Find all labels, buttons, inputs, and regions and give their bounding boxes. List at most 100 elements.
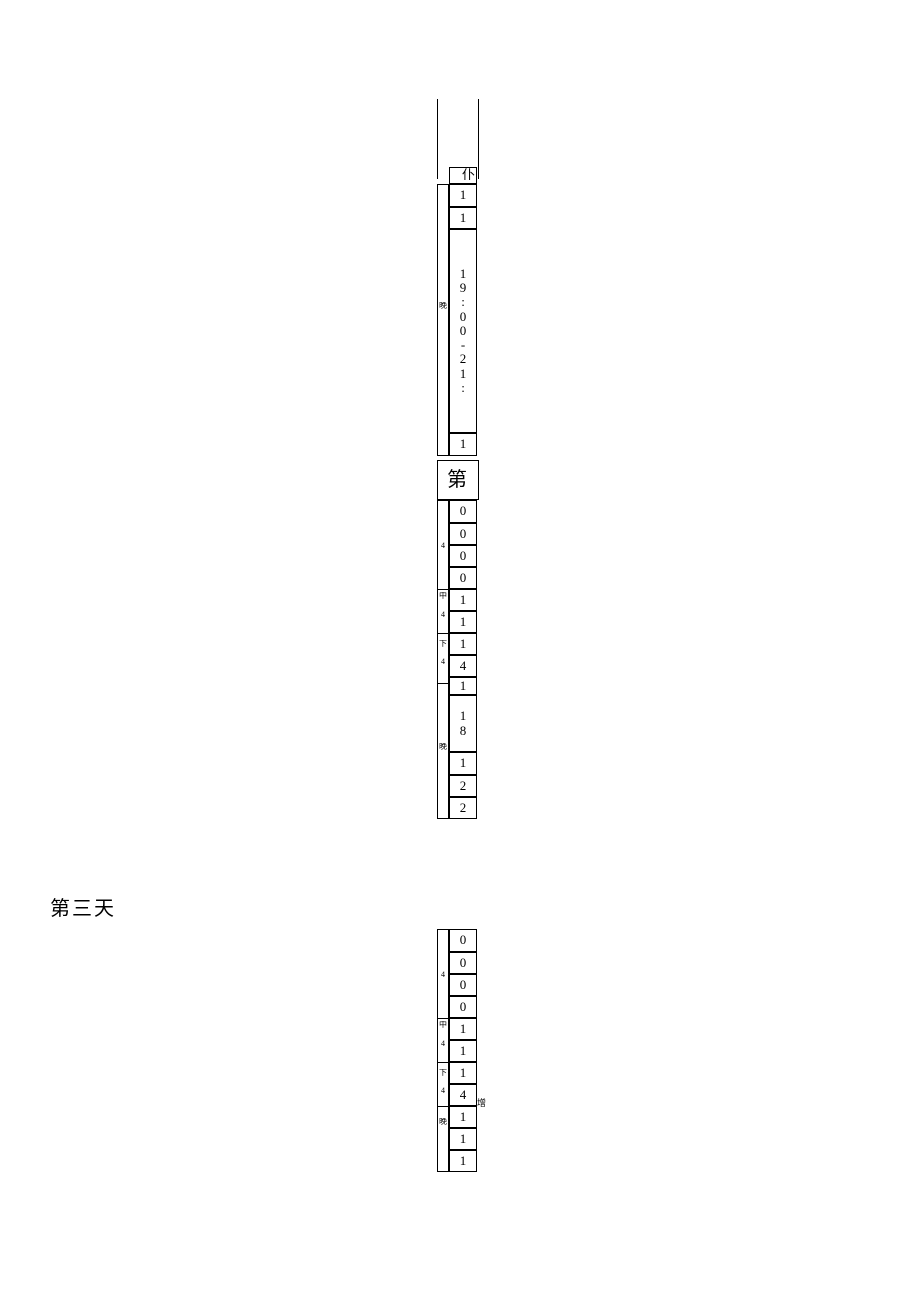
cell-text: 1 xyxy=(460,593,467,607)
section-b-r8: 4 xyxy=(449,655,477,677)
section-c-ll1: 4 xyxy=(437,971,449,979)
cell-text: 9 xyxy=(460,281,467,295)
section-b-ll3a: 下 xyxy=(437,640,449,648)
cell-text: 1 xyxy=(460,1044,467,1058)
cell-text: 0 xyxy=(460,956,467,970)
cell-text: 晚 xyxy=(439,743,447,751)
section-b-b3: 2 xyxy=(449,797,477,819)
cell-text: : xyxy=(461,381,465,395)
section-c-b2: 1 xyxy=(449,1128,477,1150)
cell-text: 4 xyxy=(460,1088,467,1102)
section-b-ll2a: 中 xyxy=(437,592,449,600)
cell-text: 1 xyxy=(460,1132,467,1146)
section-b-r7: 1 xyxy=(449,633,477,655)
cell-text: 4 xyxy=(441,971,445,979)
section-c-r7: 1 xyxy=(449,1062,477,1084)
section-c-r5: 1 xyxy=(449,1018,477,1040)
cell-text: 0 xyxy=(460,549,467,563)
section-a-tall: 1 9 : 0 0 - 2 1 : xyxy=(449,229,477,433)
section-c-tail: 增 xyxy=(477,1096,486,1109)
cell-text: 1 xyxy=(460,1066,467,1080)
cell-text: 1 xyxy=(460,709,467,723)
section-a-header: 仆 xyxy=(449,167,477,184)
cell-text: 1 xyxy=(460,367,467,381)
cell-text: 1 xyxy=(460,615,467,629)
section-b-r2: 0 xyxy=(449,523,477,545)
section-c-ll3b: 4 xyxy=(437,1087,449,1095)
cell-text: 中 xyxy=(439,592,447,600)
section-b-heading: 第 xyxy=(437,460,479,500)
section-c-r3: 0 xyxy=(449,974,477,996)
section-c-ll3a: 下 xyxy=(437,1069,449,1077)
cell-text: 1 xyxy=(460,437,467,451)
cell-text: 4 xyxy=(441,1087,445,1095)
section-c-b1: 1 xyxy=(449,1106,477,1128)
section-c-ll2b: 4 xyxy=(437,1040,449,1048)
section-b-r6: 1 xyxy=(449,611,477,633)
cell-text: 2 xyxy=(460,352,467,366)
section-b-r4: 0 xyxy=(449,567,477,589)
section-c-b3: 1 xyxy=(449,1150,477,1172)
cell-text: 4 xyxy=(460,659,467,673)
section-b-ll4: 晚 xyxy=(437,743,449,751)
section-b-ll3b: 4 xyxy=(437,658,449,666)
section-b-leftbar-4 xyxy=(437,683,449,819)
cell-text: 1 xyxy=(460,188,467,202)
section-b-b1: 1 xyxy=(449,752,477,775)
section-c-r2: 0 xyxy=(449,952,477,974)
day3-heading: 第三天 xyxy=(50,892,116,921)
cell-text: 中 xyxy=(439,1021,447,1029)
cell-text: 2 xyxy=(460,801,467,815)
cell-text: 4 xyxy=(441,1040,445,1048)
section-c-r8: 4 xyxy=(449,1084,477,1106)
section-b-ll2b: 4 xyxy=(437,611,449,619)
section-b-spacer: 1 xyxy=(449,677,477,695)
section-b-r3: 0 xyxy=(449,545,477,567)
cell-text: 下 xyxy=(439,640,447,648)
cell-text: 0 xyxy=(460,324,467,338)
cell-text: 0 xyxy=(460,527,467,541)
section-c-r4: 0 xyxy=(449,996,477,1018)
cell-text: 2 xyxy=(460,779,467,793)
cell-text: 晚 xyxy=(439,302,447,310)
cell-text: 晚 xyxy=(439,1118,447,1126)
cell-text: 1 xyxy=(460,1022,467,1036)
cell-text: 第 xyxy=(447,469,469,491)
section-c-leftbar-4 xyxy=(437,1106,449,1172)
cell-text: 1 xyxy=(460,1154,467,1168)
section-c-r1: 0 xyxy=(449,929,477,952)
cell-text: 1 xyxy=(460,267,467,281)
section-b-b2: 2 xyxy=(449,775,477,797)
cell-text: 8 xyxy=(460,724,467,738)
cell-text: 1 xyxy=(460,637,467,651)
cell-text: 0 xyxy=(460,933,467,947)
section-a-bottom: 1 xyxy=(449,433,477,456)
cell-text: 4 xyxy=(441,611,445,619)
cell-text: 0 xyxy=(460,571,467,585)
section-b-big: 1 8 xyxy=(449,695,477,752)
cell-text: 仆 xyxy=(462,168,475,182)
cell-text: 增 xyxy=(477,1098,486,1108)
cell-text: 1 xyxy=(460,679,467,693)
section-a-r1: 1 xyxy=(449,184,477,207)
cell-text: 1 xyxy=(460,211,467,225)
section-c-ll2a: 中 xyxy=(437,1021,449,1029)
cell-text: 下 xyxy=(439,1069,447,1077)
section-b-r1: 0 xyxy=(449,500,477,523)
section-b-r5: 1 xyxy=(449,589,477,611)
section-a-r2: 1 xyxy=(449,207,477,229)
cell-text: 0 xyxy=(460,1000,467,1014)
cell-text: 4 xyxy=(441,658,445,666)
cell-text: 0 xyxy=(460,978,467,992)
cell-text: - xyxy=(461,338,465,352)
cell-text: 1 xyxy=(460,1110,467,1124)
section-c-ll4: 晚 xyxy=(437,1118,449,1126)
cell-text: 0 xyxy=(460,504,467,518)
cell-text: 0 xyxy=(460,310,467,324)
cell-text: 4 xyxy=(441,542,445,550)
cell-text: : xyxy=(461,295,465,309)
cell-text: 1 xyxy=(460,756,467,770)
section-c-r6: 1 xyxy=(449,1040,477,1062)
heading-text: 第三天 xyxy=(50,898,116,920)
section-b-ll1: 4 xyxy=(437,542,449,550)
